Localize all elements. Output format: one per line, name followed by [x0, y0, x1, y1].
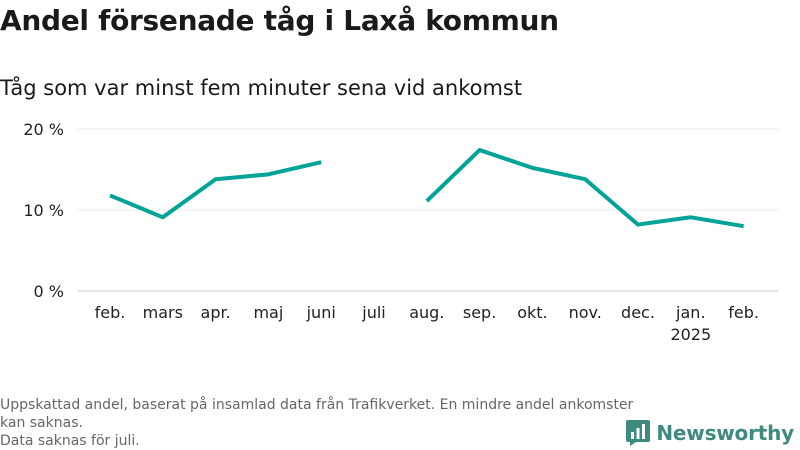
x-tick-label: feb. — [728, 303, 759, 322]
x-axis-ticks: feb. mars apr. maj juni juli aug. sep. okt. nov. d… — [95, 303, 759, 344]
line-chart: 0 % 10 % 20 % feb. mars apr. maj juni juli aug. s… — [23, 120, 778, 344]
chart-title: Andel försenade tåg i Laxå kommun — [0, 4, 559, 37]
x-tick-year-label: 2025 — [670, 325, 711, 344]
x-tick-label: okt. — [517, 303, 547, 322]
brand-name: Newsworthy — [656, 421, 794, 445]
grid-layer — [78, 128, 778, 292]
y-tick-label: 20 % — [23, 120, 64, 139]
x-tick-label: maj — [253, 303, 283, 322]
x-tick-label: juni — [306, 303, 336, 322]
footnote: Uppskattad andel, baserat på insamlad da… — [0, 396, 640, 450]
y-axis-ticks: 0 % 10 % 20 % — [23, 120, 64, 301]
x-tick-label: mars — [143, 303, 183, 322]
y-tick-label: 10 % — [23, 201, 64, 220]
series-layer — [109, 148, 744, 229]
chart-subtitle: Tåg som var minst fem minuter sena vid a… — [0, 76, 523, 100]
x-tick-label: sep. — [463, 303, 496, 322]
x-tick-label: feb. — [95, 303, 126, 322]
x-tick-label: nov. — [569, 303, 602, 322]
series-line — [109, 160, 322, 220]
x-tick-label: jan. — [675, 303, 705, 322]
x-tick-label: dec. — [621, 303, 655, 322]
y-tick-label: 0 % — [34, 282, 64, 301]
footnote-missing-data: Data saknas för juli. — [0, 433, 140, 449]
footnote-source: Uppskattad andel, baserat på insamlad da… — [0, 397, 634, 431]
series-line — [425, 148, 744, 229]
x-tick-label: aug. — [409, 303, 444, 322]
brand-logo: Newsworthy — [626, 420, 794, 446]
newsworthy-logo-icon — [626, 420, 651, 446]
x-tick-label: apr. — [201, 303, 231, 322]
x-tick-label: juli — [361, 303, 385, 322]
